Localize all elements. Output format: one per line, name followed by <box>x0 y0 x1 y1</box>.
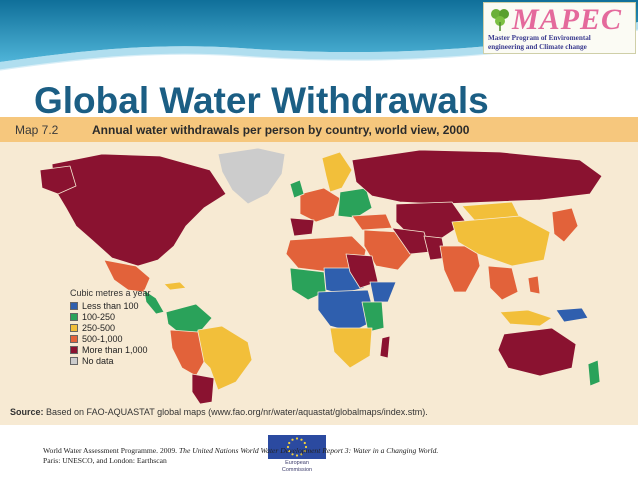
region-uk <box>289 179 305 199</box>
map-figure: Map 7.2 Annual water withdrawals per per… <box>0 117 638 425</box>
clover-icon <box>491 9 509 31</box>
eu-logo-text: European Commission <box>264 460 330 474</box>
region-southern-africa <box>329 327 373 369</box>
legend-item: Less than 100 <box>70 300 151 311</box>
region-horn-africa <box>369 281 397 303</box>
legend-label: More than 1,000 <box>82 344 148 355</box>
eu-flag-icon <box>268 435 326 459</box>
region-madagascar <box>379 335 391 359</box>
region-russia <box>351 149 603 205</box>
source-label: Source: <box>10 407 44 417</box>
region-australia <box>497 327 577 377</box>
region-scandinavia <box>321 151 353 193</box>
citation-text: World Water Assessment Programme. 2009. <box>43 446 178 455</box>
legend-label: No data <box>82 355 114 366</box>
region-colombia-venezuela <box>165 303 213 333</box>
legend-item: More than 1,000 <box>70 344 151 355</box>
citation-line1: World Water Assessment Programme. 2009. … <box>43 446 563 456</box>
legend-swatch <box>70 334 78 343</box>
legend-item: 500-1,000 <box>70 333 151 344</box>
legend-swatch <box>70 345 78 354</box>
region-india <box>439 245 481 293</box>
legend-label: 100-250 <box>82 311 116 322</box>
source-text: Based on FAO-AQUASTAT global maps (www.f… <box>46 407 428 417</box>
map-heading: Annual water withdrawals per person by c… <box>92 123 470 137</box>
legend-label: 500-1,000 <box>82 333 123 344</box>
region-greenland <box>217 147 286 205</box>
world-map <box>39 147 603 404</box>
legend-swatch <box>70 356 78 365</box>
legend-title: Cubic metres a year <box>70 288 151 298</box>
legend-swatch <box>70 323 78 332</box>
region-west-africa <box>289 267 327 301</box>
region-southeast-asia <box>487 265 519 301</box>
legend-label: Less than 100 <box>82 300 139 311</box>
region-peru-bolivia <box>169 329 205 377</box>
region-alaska <box>39 165 77 195</box>
map-legend: Cubic metres a year Less than 100 100-25… <box>70 288 151 366</box>
logo-subtitle-line2: engineering and Climate change <box>488 43 587 51</box>
legend-swatch <box>70 301 78 310</box>
legend-item: 100-250 <box>70 311 151 322</box>
citation: World Water Assessment Programme. 2009. … <box>43 446 563 466</box>
legend-swatch <box>70 312 78 321</box>
region-western-europe <box>299 187 341 223</box>
region-north-america <box>51 153 227 267</box>
region-iberia <box>289 217 315 237</box>
legend-label: 250-500 <box>82 322 116 333</box>
region-indonesia <box>499 309 553 327</box>
region-philippines <box>527 275 541 295</box>
region-east-africa <box>361 301 385 333</box>
mapec-logo: MAPEC Master Program of Enviromental eng… <box>483 2 636 54</box>
eu-logo-line1: European <box>285 460 309 466</box>
european-commission-logo: European Commission <box>264 432 330 478</box>
logo-subtitle: Master Program of Enviromental engineeri… <box>488 34 633 52</box>
region-caribbean <box>163 281 187 291</box>
legend-item: No data <box>70 355 151 366</box>
region-turkey-caucasus <box>351 213 393 231</box>
logo-mark: MAPEC <box>512 3 623 36</box>
region-central-america <box>143 289 165 315</box>
map-source: Source: Based on FAO-AQUASTAT global map… <box>10 407 428 417</box>
region-sudan <box>345 253 379 289</box>
region-korea-japan <box>551 207 579 243</box>
citation-line2: Paris: UNESCO, and London: Earthscan <box>43 456 167 465</box>
region-papua <box>555 307 589 323</box>
region-china <box>451 215 551 267</box>
eu-logo-line2: Commission <box>281 467 313 473</box>
logo-subtitle-line1: Master Program of Enviromental <box>488 34 591 42</box>
legend-item: 250-500 <box>70 322 151 333</box>
region-argentina-chile <box>191 373 215 404</box>
map-number: Map 7.2 <box>15 123 59 137</box>
region-new-zealand <box>587 359 601 387</box>
slide-title: Global Water Withdrawals <box>34 80 489 121</box>
region-eastern-europe <box>337 187 373 219</box>
citation-book-title: The United Nations World Water Developme… <box>178 446 439 455</box>
map-header-bar: Map 7.2 Annual water withdrawals per per… <box>0 117 638 142</box>
